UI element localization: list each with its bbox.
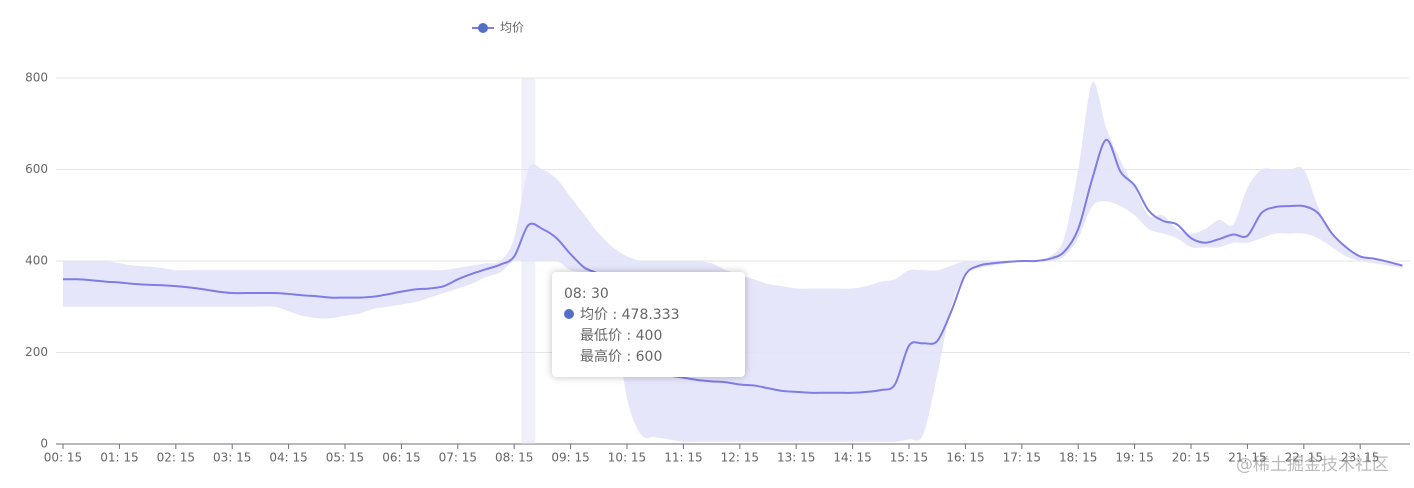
tooltip-title: 08: 30 [564, 286, 609, 302]
x-tick-label: 14: 15 [833, 451, 871, 465]
tooltip-value: 600 [635, 349, 663, 365]
x-tick-label: 09: 15 [551, 451, 589, 465]
tooltip-series-name: 最低价 [580, 328, 622, 344]
x-tick-label: 22: 15 [1285, 451, 1323, 465]
x-tick-label: 18: 15 [1059, 451, 1097, 465]
x-tick-label: 11: 15 [664, 451, 702, 465]
line [62, 138, 1403, 394]
tooltip: 08: 30 均价 : 478.333 最低价 : 400 最高价 : 600 [552, 272, 745, 377]
tooltip-dot [564, 351, 574, 361]
x-tick-label: 08: 15 [495, 451, 533, 465]
x-tick-label: 23: 15 [1341, 451, 1379, 465]
tooltip-separator: : [622, 328, 636, 344]
x-tick-label: 03: 15 [213, 451, 251, 465]
x-tick-label: 15: 15 [890, 451, 928, 465]
tooltip-value: 400 [635, 328, 663, 344]
x-tick-label: 13: 15 [777, 451, 815, 465]
y-tick-label: 400 [25, 254, 48, 268]
legend-icon [478, 23, 488, 33]
legend-label: 均价 [500, 21, 524, 35]
x-tick-label: 01: 15 [100, 451, 138, 465]
x-tick-label: 00: 15 [44, 451, 82, 465]
tooltip-series-name: 均价 [580, 307, 608, 323]
tooltip-dot [564, 330, 574, 340]
tooltip-series-name: 最高价 [580, 349, 622, 365]
x-tick-label: 16: 15 [946, 451, 984, 465]
watermark: @稀土掘金技术社区 [1236, 455, 1389, 475]
tooltip-separator: : [622, 349, 636, 365]
x-tick-label: 12: 15 [721, 451, 759, 465]
x-tick-label: 04: 15 [269, 451, 307, 465]
y-tick-label: 0 [40, 437, 48, 451]
x-tick-label: 05: 15 [326, 451, 364, 465]
x-tick-label: 17: 15 [1003, 451, 1041, 465]
tooltip-dot [564, 309, 574, 319]
x-tick-label: 07: 15 [439, 451, 477, 465]
x-tick-label: 20: 15 [1172, 451, 1210, 465]
x-tick-label: 06: 15 [382, 451, 420, 465]
tooltip-value: 478.333 [621, 307, 680, 323]
y-tick-label: 800 [25, 71, 48, 85]
range-band [63, 81, 1403, 442]
x-tick-label: 02: 15 [157, 451, 195, 465]
tooltip-separator: : [608, 307, 622, 323]
x-tick-label: 21: 15 [1228, 451, 1266, 465]
x-tick-label: 10: 15 [608, 451, 646, 465]
y-tick-label: 200 [25, 345, 48, 359]
x-tick-label: 19: 15 [1115, 451, 1153, 465]
y-tick-label: 600 [25, 162, 48, 176]
